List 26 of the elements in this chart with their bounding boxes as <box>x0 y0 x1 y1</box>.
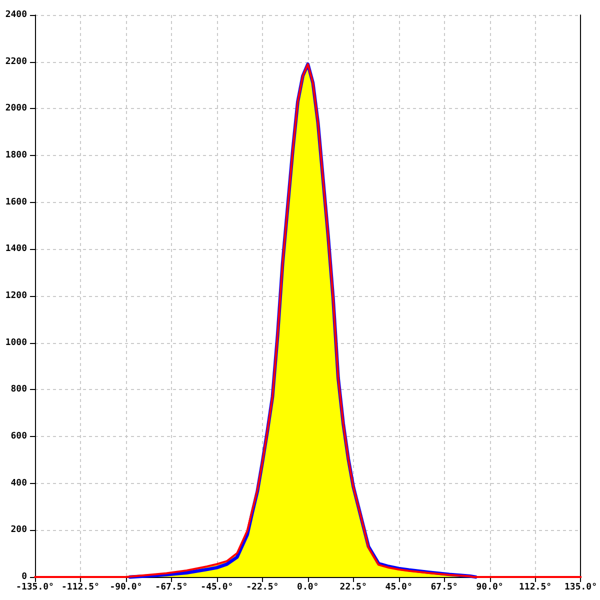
x-tick-label: -22.5° <box>246 582 279 592</box>
y-tick-label: 1800 <box>5 150 27 160</box>
x-tick-label: -67.5° <box>155 582 188 592</box>
y-tick-label: 1000 <box>5 338 27 348</box>
x-tick-label: -112.5° <box>62 582 100 592</box>
y-tick-label: 2400 <box>5 10 27 20</box>
y-tick-label: 800 <box>10 384 27 395</box>
x-tick-label: 90.0° <box>476 582 504 592</box>
x-tick-label: 0.0° <box>297 582 319 592</box>
x-tick-label: 135.0° <box>564 582 597 592</box>
y-tick-label: 1400 <box>5 244 27 254</box>
y-tick-label: 200 <box>10 525 27 536</box>
x-tick-label: 45.0° <box>385 582 412 592</box>
y-tick-label: 2000 <box>5 104 27 114</box>
y-tick-label: 0 <box>22 572 27 582</box>
x-tick-label: -90.0° <box>110 582 142 592</box>
x-tick-label: -45.0° <box>200 582 234 592</box>
y-tick-label: 1200 <box>5 291 27 301</box>
y-tick-label: 600 <box>10 432 27 442</box>
y-tick-label: 2200 <box>5 56 27 67</box>
y-tick-label: 1600 <box>5 197 27 208</box>
x-tick-label: 67.5° <box>430 582 458 592</box>
x-tick-label: 22.5° <box>340 582 367 592</box>
x-tick-label: -135.0° <box>16 582 54 592</box>
x-tick-label: 112.5° <box>519 582 552 592</box>
y-tick-label: 400 <box>10 478 27 488</box>
